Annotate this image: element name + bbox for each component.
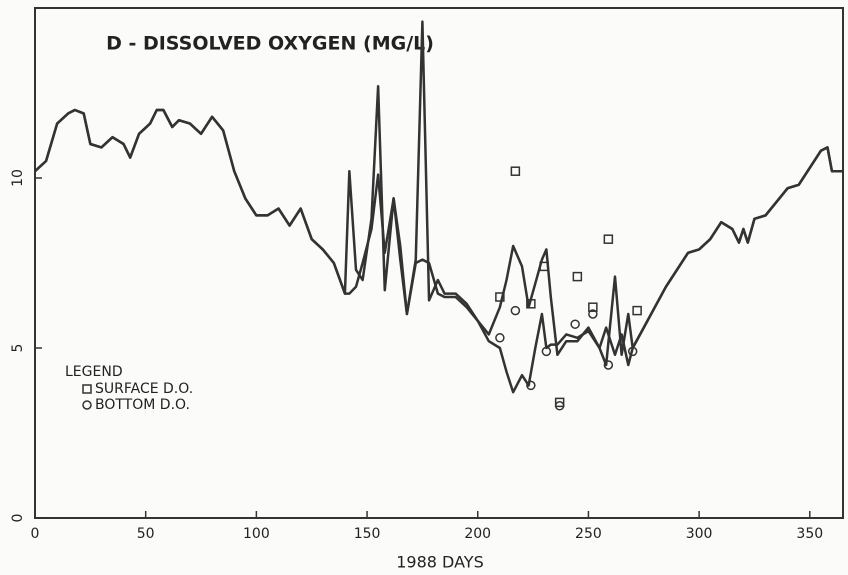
x-tick-label: 150 bbox=[354, 526, 381, 542]
x-tick-label: 300 bbox=[686, 526, 713, 542]
plot-frame bbox=[34, 7, 844, 519]
x-tick-label: 0 bbox=[31, 526, 40, 542]
point bbox=[554, 401, 565, 411]
legend-label: SURFACE D.O. bbox=[95, 381, 193, 397]
point bbox=[588, 302, 598, 312]
point bbox=[526, 299, 536, 309]
y-tick-label: 0 bbox=[10, 514, 26, 523]
x-tick-label: 50 bbox=[137, 526, 155, 542]
x-tick-label: 100 bbox=[243, 526, 270, 542]
point bbox=[539, 261, 549, 272]
x-tick-label: 200 bbox=[464, 526, 491, 542]
point bbox=[510, 305, 521, 316]
legend-label: BOTTOM D.O. bbox=[95, 397, 190, 413]
legend-marker bbox=[82, 384, 92, 394]
x-tick-label: 350 bbox=[796, 526, 823, 542]
point bbox=[495, 333, 505, 343]
point bbox=[603, 234, 614, 244]
line bbox=[34, 20, 843, 367]
x-axis-label: 1988 DAYS bbox=[396, 553, 483, 572]
point bbox=[570, 319, 580, 329]
point bbox=[632, 305, 642, 316]
point bbox=[541, 346, 552, 357]
point bbox=[572, 271, 583, 282]
y-tick-label: 5 bbox=[10, 344, 26, 353]
point bbox=[603, 360, 614, 370]
point bbox=[495, 292, 505, 302]
point bbox=[627, 346, 638, 357]
x-tick-label: 250 bbox=[575, 526, 602, 542]
chart-title: D - DISSOLVED OXYGEN (MG/L) bbox=[106, 33, 434, 55]
legend-marker bbox=[82, 400, 92, 410]
y-tick-label: 10 bbox=[10, 169, 26, 187]
point bbox=[510, 166, 521, 176]
point bbox=[526, 380, 536, 391]
legend-title: LEGEND bbox=[65, 364, 123, 380]
point bbox=[588, 309, 598, 319]
line bbox=[34, 108, 843, 394]
point bbox=[554, 397, 565, 408]
